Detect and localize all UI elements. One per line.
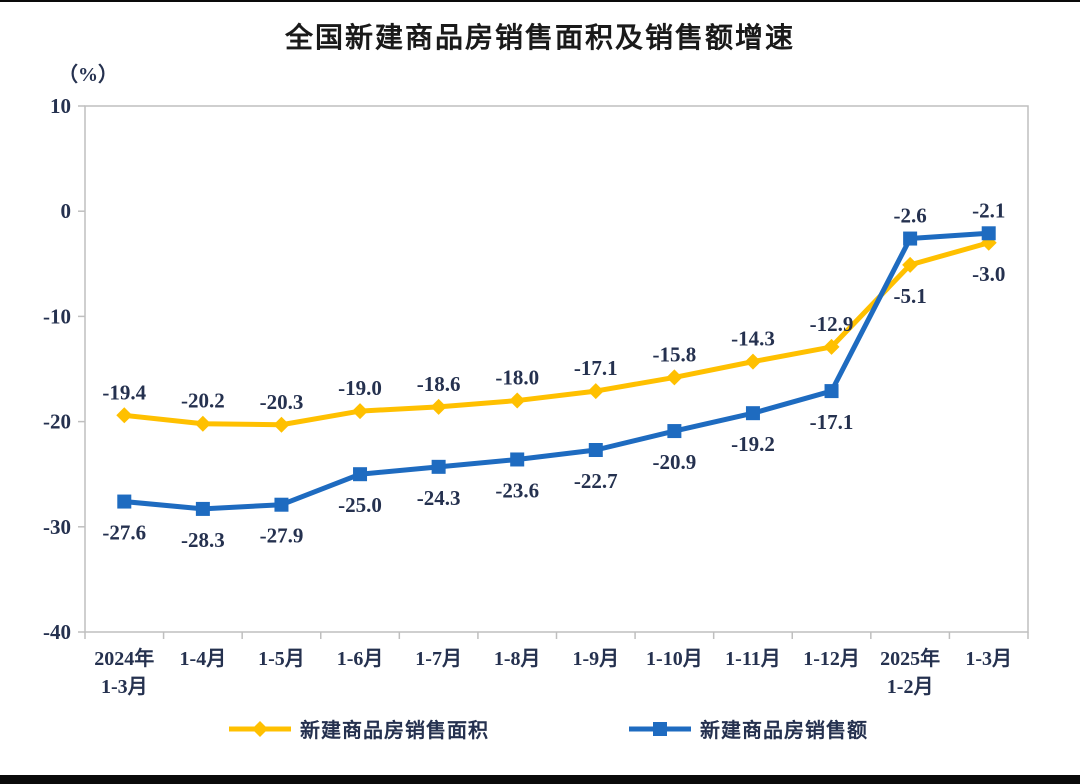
data-point-marker [903, 231, 918, 246]
y-axis-tick-label: -40 [43, 620, 71, 644]
data-point-marker [273, 416, 290, 433]
plot-frame [84, 105, 1029, 633]
top-border-strip [0, 0, 1080, 2]
data-point-marker [195, 501, 210, 516]
x-axis-category-label: 2025年 [880, 646, 940, 670]
data-point-marker [744, 353, 761, 370]
data-point-label: -17.1 [574, 356, 618, 380]
data-point-marker [116, 407, 133, 424]
sales-amount-line [121, 230, 992, 512]
data-point-marker [509, 392, 526, 409]
data-point-marker [353, 467, 368, 482]
x-axis-category-label: 1-7月 [415, 648, 462, 670]
data-point-label: -20.2 [181, 389, 225, 413]
data-point-marker [667, 424, 682, 439]
data-point-label: -18.6 [417, 372, 461, 396]
y-axis-tick-label: -20 [43, 410, 71, 434]
data-point-marker [666, 369, 683, 386]
legend-item-sales-amount: 新建商品房销售额 [628, 714, 868, 743]
x-axis-category-label: 2024年 [94, 646, 154, 670]
sales-amount-line-swatch [629, 721, 691, 736]
y-axis-unit-label: （%） [58, 64, 118, 86]
data-point-marker [587, 383, 604, 400]
data-point-label: -27.9 [260, 524, 304, 548]
data-point-label: -19.0 [338, 376, 382, 400]
data-point-label: -20.9 [653, 450, 697, 474]
x-axis-category-label: 1-3月 [965, 648, 1012, 670]
legend-label-sales-amount: 新建商品房销售额 [700, 720, 868, 742]
data-point-marker [274, 497, 289, 512]
data-point-label: -12.9 [810, 312, 854, 336]
data-point-marker [430, 398, 447, 415]
data-point-label: -28.3 [181, 528, 225, 552]
data-point-marker [194, 415, 211, 432]
x-axis-category-label: 1-12月 [803, 648, 860, 670]
data-point-label: -22.7 [574, 469, 618, 493]
plot-area: 10 0 -10 -20 -30 -40 2024年 1-3月 1-4月 1-5月 1-6月 1-7月… [43, 94, 1029, 698]
y-axis-tick-label: -10 [43, 304, 71, 328]
data-point-label: -2.1 [972, 198, 1005, 222]
y-axis-tick-label: -30 [43, 515, 71, 539]
chart-title: 全国新建商品房销售面积及销售额增速 [284, 22, 795, 53]
data-point-marker [823, 338, 840, 355]
x-axis-category-label: 1-5月 [258, 648, 305, 670]
data-point-marker [117, 494, 132, 509]
data-point-marker [902, 256, 919, 273]
x-axis-category-label: 1-11月 [725, 648, 781, 670]
y-axis-tick-label: 0 [61, 199, 72, 223]
x-axis-category-label: 1-3月 [101, 676, 148, 698]
x-axis-category-label: 1-10月 [646, 648, 703, 670]
data-point-marker [510, 452, 525, 467]
data-point-label: -15.8 [653, 342, 697, 366]
legend-label-sales-area: 新建商品房销售面积 [300, 720, 489, 742]
data-point-label: -17.1 [810, 410, 854, 434]
x-axis-category-label: 1-9月 [572, 648, 619, 670]
bottom-border-strip [0, 775, 1080, 784]
data-point-label: -5.1 [894, 284, 927, 308]
sales-area-line [121, 240, 992, 428]
data-point-marker [588, 443, 603, 458]
data-point-marker [981, 226, 996, 241]
x-axis-category-label: 1-6月 [337, 648, 384, 670]
data-point-label: -24.3 [417, 486, 461, 510]
data-point-label: -20.3 [260, 390, 304, 414]
data-point-marker [431, 459, 446, 474]
legend: 新建商品房销售面积 新建商品房销售额 [0, 706, 1080, 750]
data-point-label: -23.6 [495, 478, 539, 502]
sales-area-line-swatch [229, 720, 291, 737]
x-axis-category-label: 1-2月 [887, 676, 934, 698]
x-axis-category-label: 1-8月 [494, 648, 541, 670]
data-point-label: -19.2 [731, 432, 775, 456]
y-axis-tick-label: 10 [50, 94, 71, 118]
data-point-label: -25.0 [338, 493, 382, 517]
x-axis-category-label: 1-4月 [180, 648, 227, 670]
data-point-label: -3.0 [972, 262, 1005, 286]
data-point-label: -19.4 [102, 380, 146, 404]
data-point-label: -27.6 [102, 521, 146, 545]
data-point-marker [824, 384, 839, 399]
data-point-label: -2.6 [894, 204, 927, 228]
data-point-marker [745, 406, 760, 421]
data-point-label: -14.3 [731, 327, 775, 351]
data-point-marker [352, 403, 369, 420]
data-point-label: -18.0 [495, 366, 539, 390]
legend-item-sales-area: 新建商品房销售面积 [228, 714, 489, 743]
